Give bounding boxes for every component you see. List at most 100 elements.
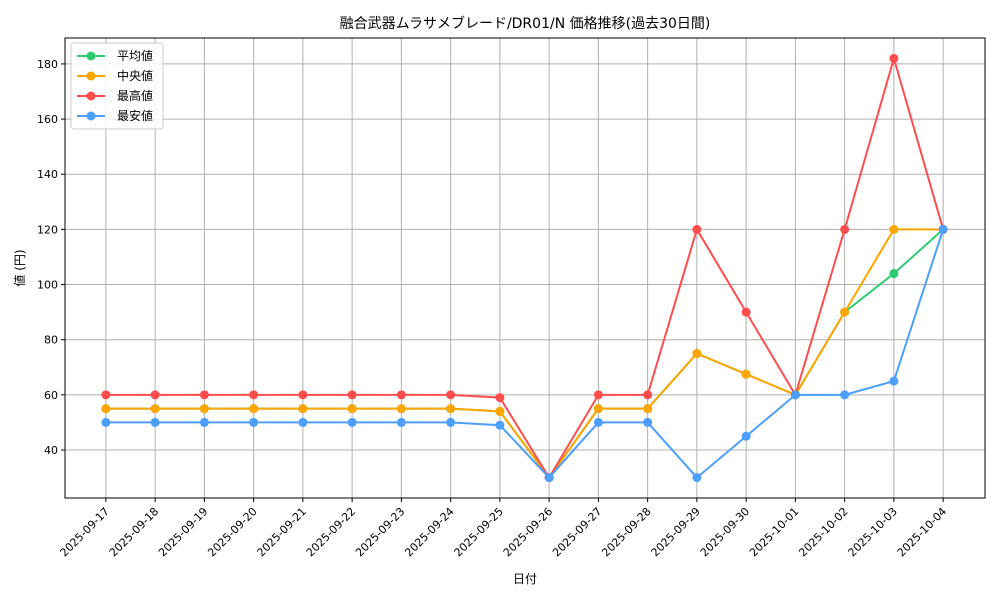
y-ticks: 40 60 80 100 120 140 160 180 [37, 58, 65, 457]
x-tick-label: 2025-09-28 [599, 505, 653, 559]
data-point [889, 53, 899, 63]
x-tick-label: 2025-09-22 [304, 505, 358, 559]
y-tick-label: 40 [44, 444, 58, 457]
data-point [889, 224, 899, 234]
x-tick-label: 2025-09-27 [550, 505, 604, 559]
data-point [150, 417, 160, 427]
data-point [199, 390, 209, 400]
legend-label: 中央値 [117, 68, 153, 83]
data-point [249, 404, 259, 414]
data-point [150, 390, 160, 400]
x-tick-label: 2025-10-04 [895, 505, 949, 559]
series-3 [101, 224, 948, 483]
data-point [840, 390, 850, 400]
data-point [938, 224, 948, 234]
data-point [692, 224, 702, 234]
data-point [446, 404, 456, 414]
data-point [593, 417, 603, 427]
x-tick-label: 2025-09-30 [698, 505, 752, 559]
series-2 [101, 53, 948, 483]
x-tick-label: 2025-09-24 [402, 505, 456, 559]
y-tick-label: 100 [37, 279, 58, 292]
data-point [593, 390, 603, 400]
data-point [101, 390, 111, 400]
x-tick-label: 2025-10-01 [747, 505, 801, 559]
data-point [199, 404, 209, 414]
data-point [396, 404, 406, 414]
y-tick-label: 120 [37, 223, 58, 236]
data-point [396, 417, 406, 427]
data-point [298, 417, 308, 427]
y-tick-label: 160 [37, 113, 58, 126]
x-tick-label: 2025-09-20 [205, 505, 259, 559]
data-point [101, 417, 111, 427]
data-point [643, 404, 653, 414]
data-point [249, 390, 259, 400]
data-point [741, 307, 751, 317]
data-point [741, 369, 751, 379]
x-tick-label: 2025-09-26 [501, 505, 555, 559]
chart-title: 融合武器ムラサメブレード/DR01/N 価格推移(過去30日間) [340, 15, 711, 32]
data-point [446, 390, 456, 400]
data-point [298, 390, 308, 400]
x-tick-label: 2025-09-29 [649, 505, 703, 559]
legend-label: 最安値 [117, 108, 153, 123]
x-tick-label: 2025-09-21 [255, 505, 309, 559]
series-line [105, 229, 945, 480]
data-point [199, 417, 209, 427]
grid [65, 38, 985, 498]
data-point [840, 224, 850, 234]
data-point [495, 406, 505, 416]
x-tick-label: 2025-10-02 [796, 505, 850, 559]
series-lines [101, 53, 948, 483]
legend-marker [86, 91, 96, 101]
data-point [347, 417, 357, 427]
data-point [495, 420, 505, 430]
data-point [150, 404, 160, 414]
legend-marker [86, 51, 96, 61]
x-ticks: 2025-09-172025-09-182025-09-192025-09-20… [58, 498, 949, 559]
data-point [446, 417, 456, 427]
data-point [347, 404, 357, 414]
legend-label: 平均値 [117, 48, 153, 63]
data-point [692, 473, 702, 483]
data-point [249, 417, 259, 427]
data-point [347, 390, 357, 400]
y-tick-label: 60 [44, 389, 58, 402]
x-tick-label: 2025-09-19 [156, 505, 210, 559]
x-axis-label: 日付 [513, 572, 537, 586]
plot-frame [64, 37, 986, 499]
data-point [889, 269, 899, 279]
data-point [495, 393, 505, 403]
data-point [790, 390, 800, 400]
x-tick-label: 2025-09-23 [353, 505, 407, 559]
x-tick-label: 2025-09-17 [58, 505, 112, 559]
series-1 [101, 224, 948, 483]
data-point [544, 473, 554, 483]
data-point [101, 404, 111, 414]
data-point [889, 376, 899, 386]
x-tick-label: 2025-09-25 [452, 505, 506, 559]
data-point [593, 404, 603, 414]
data-point [692, 348, 702, 358]
y-tick-label: 180 [37, 58, 58, 71]
data-point [840, 307, 850, 317]
x-tick-label: 2025-09-18 [107, 505, 161, 559]
legend-label: 最高値 [117, 88, 153, 103]
x-tick-label: 2025-10-03 [846, 505, 900, 559]
y-axis-label: 値 (円) [12, 249, 27, 286]
y-tick-label: 80 [44, 334, 58, 347]
legend-marker [86, 71, 96, 81]
data-point [741, 431, 751, 441]
series-line [105, 228, 944, 480]
series-line [105, 54, 945, 480]
data-point [643, 417, 653, 427]
data-point [396, 390, 406, 400]
legend-marker [86, 111, 96, 121]
y-tick-label: 140 [37, 168, 58, 181]
series-line [105, 228, 944, 480]
data-point [643, 390, 653, 400]
data-point [298, 404, 308, 414]
